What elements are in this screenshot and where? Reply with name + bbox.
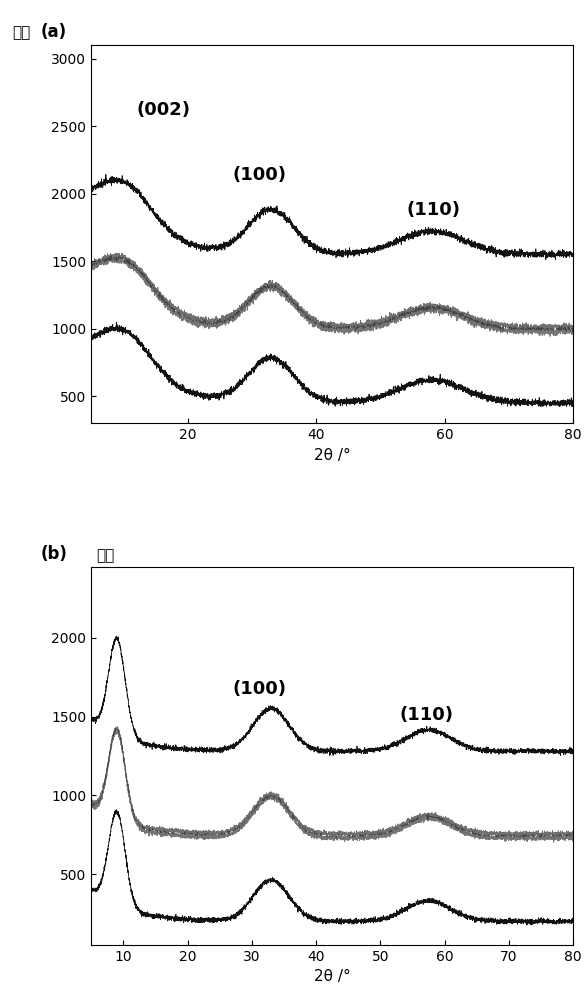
Text: (100): (100) — [233, 680, 286, 698]
Text: (a): (a) — [41, 23, 66, 41]
Text: (002): (002) — [136, 101, 190, 119]
Text: 计数: 计数 — [96, 548, 114, 563]
Text: (110): (110) — [400, 706, 454, 724]
X-axis label: 2θ /°: 2θ /° — [314, 448, 350, 463]
Text: (b): (b) — [41, 545, 68, 563]
X-axis label: 2θ /°: 2θ /° — [314, 969, 350, 984]
Text: (110): (110) — [406, 201, 460, 219]
Text: 计数: 计数 — [12, 25, 30, 40]
Text: (100): (100) — [233, 166, 286, 184]
